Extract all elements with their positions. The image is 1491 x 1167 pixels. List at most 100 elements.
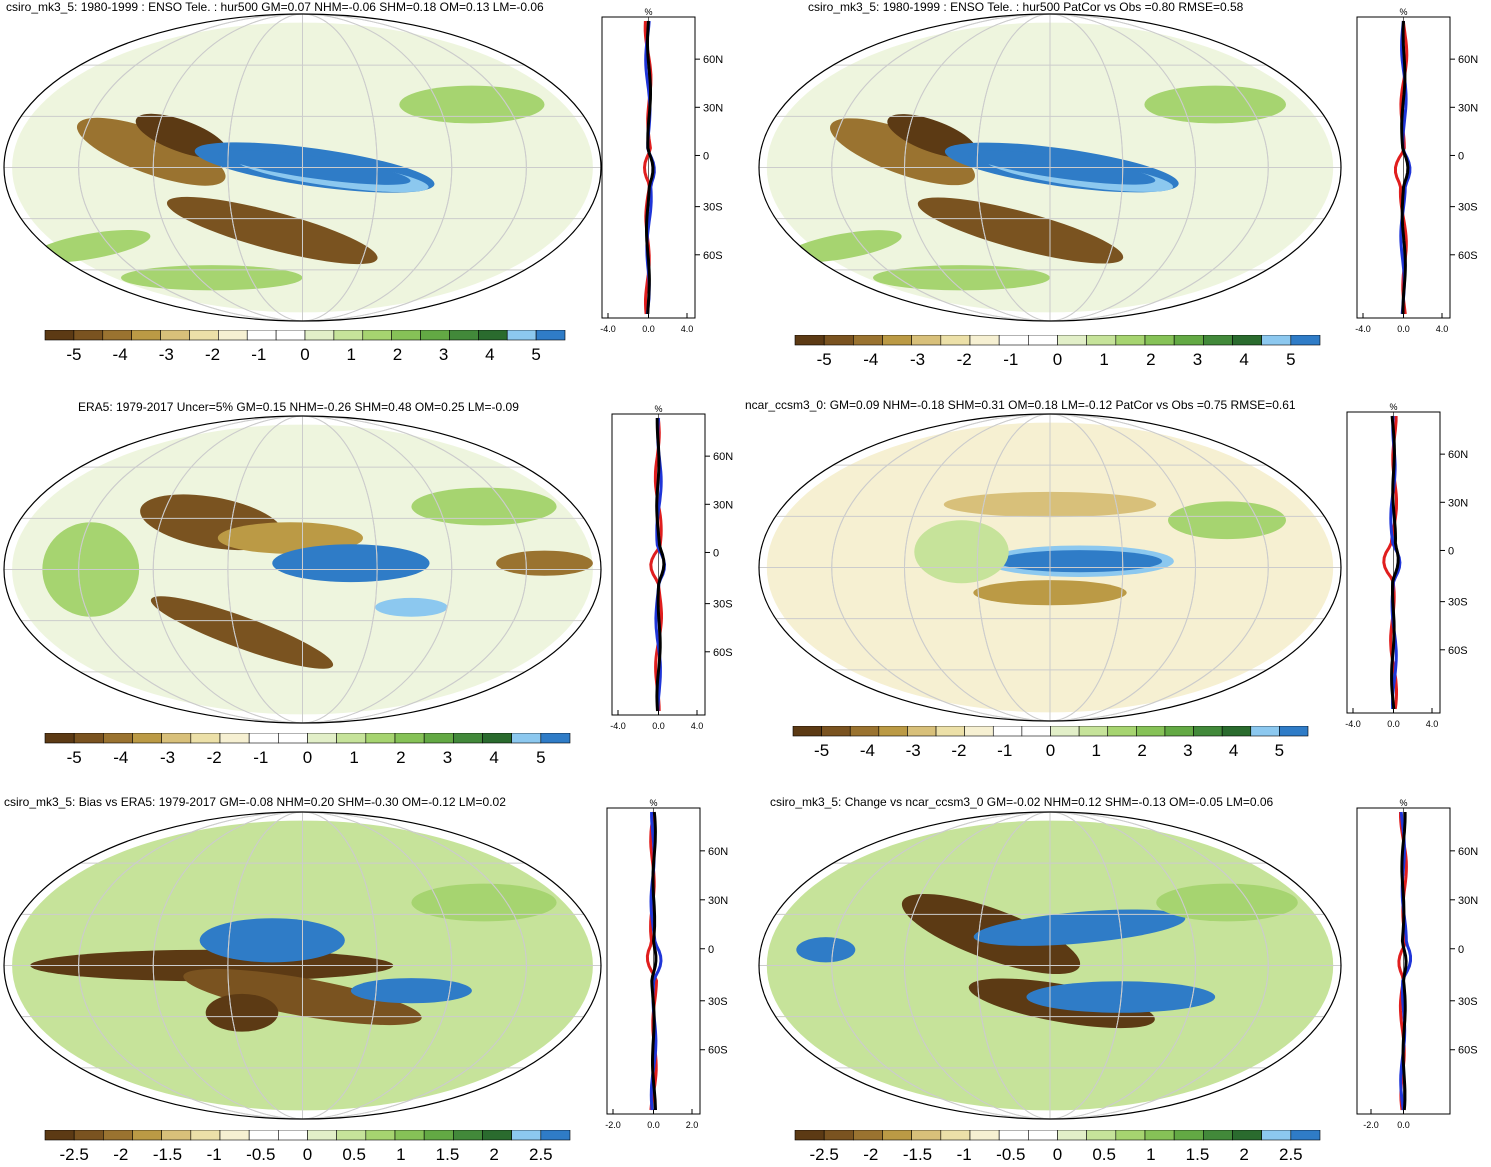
colorbar-swatch [336,733,367,744]
colorbar-label: -2 [113,1145,128,1164]
colorbar-label: 5 [536,748,545,767]
colorbar-swatch [940,335,971,346]
profile-x-tick: 0.0 [1397,324,1410,334]
colorbar-swatch [423,733,454,744]
colorbar-label: 1 [1099,350,1108,369]
profile-x-tick: -2.0 [1363,1120,1379,1130]
colorbar-label: 2 [393,345,402,364]
colorbar-swatch [190,1130,221,1141]
colorbar-label: -5 [814,741,829,760]
profile-lat-tick: 60N [1458,846,1478,858]
profile-lat-tick: 60N [713,451,733,463]
profile-lat-tick: 60N [1448,449,1468,461]
panel-title-change: csiro_mk3_5: Change vs ncar_ccsm3_0 GM=-… [770,795,1274,809]
colorbar-label: 0 [1046,741,1055,760]
map-bias [3,811,602,1120]
colorbar-label: 2 [1239,1145,1248,1164]
colorbar-swatch [511,1130,542,1141]
profile-x-tick: 4.0 [691,721,704,731]
colorbar-label: 1.5 [1186,1145,1210,1164]
profile-mean-line [1390,415,1400,710]
colorbar-swatch [540,733,571,744]
profile-lat-tick: 60S [708,1045,728,1057]
map-era5 [3,415,602,724]
colorbar-swatch [103,733,133,744]
profile-lat-tick: 60N [1458,54,1478,66]
colorbar-label: 4 [489,748,498,767]
profile-lat-tick: 60S [713,647,733,659]
profile-lat-tick: 0 [1458,944,1464,956]
colorbar-swatch [1021,726,1051,737]
profile-lat-tick: 60S [1448,645,1468,657]
colorbar-swatch [275,330,306,341]
colorbar-swatch [420,330,450,341]
colorbar-swatch [1203,1130,1233,1141]
map-model-enso [3,13,602,322]
colorbar-swatch [190,733,221,744]
colorbar-label: 2 [396,748,405,767]
profile-unit-label: % [654,404,662,414]
colorbar-label: -3 [906,741,921,760]
colorbar-swatch [853,335,883,346]
colorbar-label: 1 [1092,741,1101,760]
colorbar-label: 0 [303,748,312,767]
colorbar-swatch [1107,726,1137,737]
colorbar-swatch [506,330,537,341]
colorbar-label: -5 [67,748,82,767]
colorbar-swatch [219,1130,250,1141]
colorbar-label: 0 [1053,350,1062,369]
colorbar-swatch [1086,335,1117,346]
colorbar-swatch [1232,335,1262,346]
colorbar-label: 4 [1239,350,1248,369]
colorbar-swatch [992,726,1023,737]
colorbar-swatch [940,1130,971,1141]
colorbar-swatch [161,733,192,744]
colorbar-swatch [1115,1130,1146,1141]
colorbar-swatch [1279,726,1309,737]
zonal-profile-ncar: % 60N 30N 0 30S 60S -4.0 0.0 4.0 [1345,402,1468,729]
colorbar-label: -0.5 [246,1145,275,1164]
colorbar-swatch [969,335,1000,346]
colorbar-swatch [853,1130,883,1141]
profile-x-tick: 0.0 [652,721,665,731]
profile-lat-tick: 30N [1448,497,1468,509]
colorbar-label: 0.5 [342,1145,366,1164]
colorbar-swatch [478,330,508,341]
colorbar-label: 0 [303,1145,312,1164]
colorbar-label: 1.5 [436,1145,460,1164]
colorbar-swatch [189,330,219,341]
profile-lat-tick: 0 [713,547,719,559]
profile-unit-label: % [1389,402,1397,412]
colorbar-label: -1 [997,741,1012,760]
colorbar-swatch [362,330,392,341]
profile-mean-line [1400,812,1408,1111]
profile-lat-tick: 60S [703,250,723,262]
profile-lat-tick: 30N [708,895,728,907]
colorbar-label: -5 [817,350,832,369]
colorbar-label: 3 [1183,741,1192,760]
colorbar-swatch [969,1130,1000,1141]
colorbar-label: -2 [863,1145,878,1164]
colorbar-label: -0.5 [996,1145,1025,1164]
profile-lat-tick: 60N [703,54,723,66]
panel-title-model-patcor: csiro_mk3_5: 1980-1999 : ENSO Tele. : hu… [808,0,1244,14]
colorbar-label: 0.5 [1092,1145,1116,1164]
colorbar-label: 0 [1053,1145,1062,1164]
zonal-profile-change: % 60N 30N 0 30S 60S -2.0 0.0 [1356,798,1478,1130]
profile-model-line [649,417,663,712]
profile-mean-line [650,811,658,1111]
profile-unit-label: % [644,7,652,17]
panel-title-bias: csiro_mk3_5: Bias vs ERA5: 1979-2017 GM=… [4,795,506,809]
profile-mean-line [645,20,655,315]
zonal-profile-bias: % 60N 30N 0 30S 60S -2.0 0.0 2.0 [605,798,728,1130]
zonal-profile-era5: % 60N 30N 0 30S 60S -4.0 0.0 4.0 [610,404,733,731]
colorbar-label: 5 [1275,741,1284,760]
profile-x-tick: -4.0 [1345,719,1361,729]
profile-lat-tick: 0 [708,944,714,956]
colorbar-swatch [1203,335,1233,346]
colorbar-swatch [394,1130,425,1141]
profile-x-tick: -4.0 [600,324,616,334]
profile-x-tick: -4.0 [1355,324,1371,334]
colorbar-era5: -5 -4 -3 -2 -1 0 1 2 3 4 5 [44,733,571,767]
colorbar-swatch [423,1130,454,1141]
